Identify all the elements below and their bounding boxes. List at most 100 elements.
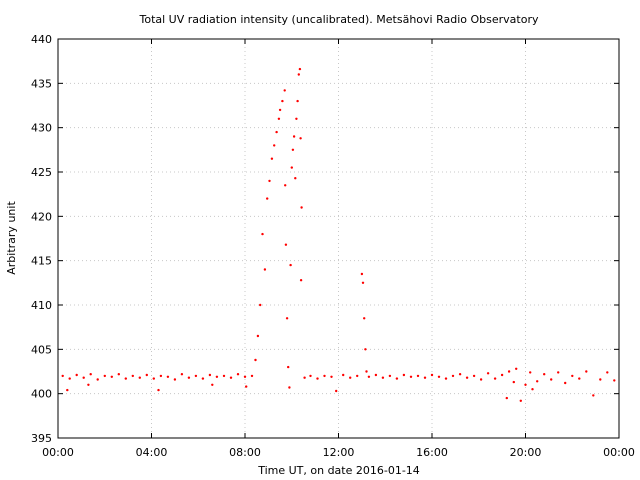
y-tick-label: 400	[31, 388, 52, 401]
data-point	[173, 378, 177, 381]
data-point	[444, 377, 448, 380]
data-point	[578, 377, 581, 380]
data-point	[292, 135, 296, 138]
data-point	[437, 375, 441, 378]
data-point	[259, 303, 262, 307]
axis-ticks: 00:00 04:00 08:00 12:00 16:00 20:00 00:0039540…	[31, 33, 635, 459]
data-point	[61, 374, 64, 378]
data-point	[266, 197, 269, 200]
y-tick-label: 435	[31, 77, 52, 90]
data-point	[277, 117, 281, 121]
x-tick-label: 00:00	[42, 446, 74, 459]
data-point	[250, 374, 254, 378]
data-point	[363, 317, 366, 320]
x-tick-label: 00:00	[603, 446, 635, 459]
data-point	[297, 73, 300, 76]
data-point	[300, 206, 303, 209]
x-axis-label: Time UT, on date 2016-01-14	[257, 464, 420, 477]
data-point	[465, 376, 469, 379]
data-point	[299, 279, 303, 282]
data-point	[275, 130, 278, 134]
data-point	[365, 370, 368, 373]
data-point	[592, 394, 595, 397]
data-point	[323, 374, 326, 378]
data-point	[273, 144, 276, 147]
data-point	[388, 374, 392, 378]
data-point	[222, 374, 226, 378]
data-point	[613, 379, 616, 382]
data-point	[159, 374, 163, 378]
data-point	[316, 377, 319, 380]
data-point	[157, 388, 160, 392]
data-point	[335, 389, 338, 393]
data-point	[289, 263, 292, 267]
y-tick-label: 440	[31, 33, 52, 46]
y-tick-label: 415	[31, 255, 52, 268]
data-point	[402, 373, 406, 377]
data-point	[96, 378, 99, 381]
x-tick-label: 08:00	[229, 446, 261, 459]
data-point	[284, 184, 287, 187]
data-point	[124, 377, 128, 380]
data-point	[291, 148, 295, 151]
data-point	[536, 380, 539, 383]
data-point	[261, 232, 264, 236]
data-point	[512, 380, 515, 384]
data-point	[381, 376, 385, 379]
y-tick-label: 420	[31, 210, 52, 223]
data-point	[298, 67, 302, 71]
x-tick-label: 20:00	[510, 446, 542, 459]
data-point	[599, 378, 602, 381]
data-point	[68, 377, 71, 380]
data-point	[131, 374, 134, 378]
data-point	[505, 396, 508, 400]
data-point	[550, 378, 553, 381]
data-point	[507, 370, 511, 373]
data-point	[360, 272, 364, 276]
data-point	[395, 377, 399, 380]
data-point	[254, 358, 257, 362]
data-point	[208, 373, 212, 377]
data-point	[557, 371, 560, 374]
data-point	[145, 373, 148, 377]
data-point	[364, 348, 367, 351]
data-point	[270, 157, 274, 160]
data-point	[295, 117, 298, 121]
data-point	[500, 373, 504, 377]
y-tick-label: 405	[31, 343, 52, 356]
data-point	[288, 386, 291, 389]
data-point	[564, 381, 567, 385]
data-point	[278, 108, 282, 112]
data-point	[361, 281, 365, 284]
data-point	[486, 372, 490, 375]
data-point	[117, 373, 121, 376]
chart-title: Total UV radiation intensity (uncalibrat…	[139, 13, 539, 26]
data-point	[180, 373, 184, 376]
data-point	[87, 383, 90, 386]
data-point	[229, 376, 233, 379]
data-point	[287, 365, 290, 369]
data-point	[519, 399, 522, 402]
y-axis-label: Arbitrary unit	[5, 201, 18, 275]
data-point	[531, 388, 534, 391]
data-point	[263, 268, 267, 271]
data-point	[110, 375, 114, 378]
data-point	[367, 375, 371, 378]
data-point	[89, 373, 92, 376]
data-point	[430, 373, 434, 377]
data-point	[309, 374, 312, 378]
data-point	[215, 375, 219, 378]
data-point	[281, 99, 284, 103]
data-point	[606, 371, 609, 374]
y-tick-label: 410	[31, 299, 52, 312]
data-point	[342, 373, 345, 377]
data-point	[303, 376, 306, 379]
data-point	[75, 373, 78, 377]
data-point	[493, 377, 497, 380]
data-point	[299, 137, 302, 140]
data-point	[290, 166, 293, 169]
data-point	[585, 370, 588, 373]
data-point	[283, 89, 286, 92]
data-point	[243, 375, 247, 378]
